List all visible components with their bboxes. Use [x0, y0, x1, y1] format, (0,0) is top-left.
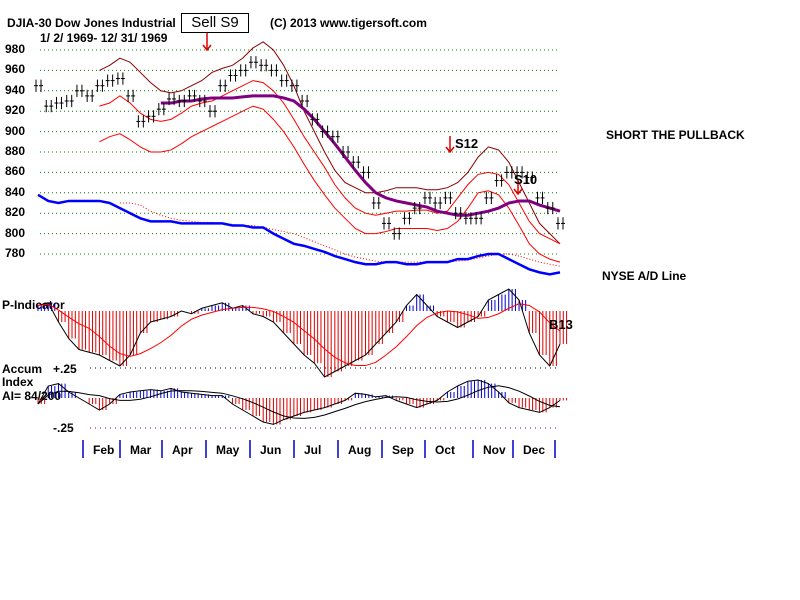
sell-s9-arrow-head — [202, 44, 212, 52]
chart-title: DJIA-30 Dow Jones Industrial — [7, 16, 176, 30]
copyright-text: (C) 2013 www.tigersoft.com — [270, 16, 427, 30]
y-tick-label: 800 — [5, 225, 26, 240]
nyse-ad-line-label: NYSE A/D Line — [602, 269, 687, 283]
month-label: Jun — [260, 443, 282, 457]
date-range: 1/ 2/ 1969- 12/ 31/ 1969 — [40, 31, 168, 45]
upper-band-line — [99, 80, 561, 245]
p-indicator-outline — [37, 288, 561, 378]
y-tick-label: 860 — [5, 164, 26, 179]
p-indicator-label: P-Indicator — [2, 298, 65, 312]
p-indicator-ma-line — [37, 303, 561, 367]
y-tick-label: 920 — [5, 103, 26, 118]
index-label: Index — [2, 375, 34, 389]
s12-signal-label: S12 — [455, 136, 479, 151]
accum-index-outline — [37, 379, 561, 425]
month-label: Mar — [130, 443, 152, 457]
month-label: Jul — [304, 443, 322, 457]
b13-signal-label: B13 — [549, 317, 573, 332]
accum-plus-label: +.25 — [53, 362, 77, 376]
accum-index-ma-line — [37, 385, 561, 419]
lower-band-line — [99, 105, 561, 263]
s12-arrow-head — [445, 146, 455, 154]
month-label: Feb — [93, 443, 115, 457]
accum-label: Accum — [2, 362, 43, 376]
upper-band-outer-line — [99, 41, 561, 245]
y-tick-label: 960 — [5, 62, 26, 77]
month-label: Nov — [483, 443, 506, 457]
nyse-ad-line — [37, 193, 561, 276]
accum-minus-label: -.25 — [53, 421, 74, 435]
y-tick-label: 980 — [5, 42, 26, 56]
month-label: Oct — [435, 443, 456, 457]
y-tick-label: 940 — [5, 82, 26, 97]
signal-badge: Sell S9 — [181, 13, 249, 33]
month-label: Aug — [348, 443, 372, 457]
ai-value-label: AI= 84/200 — [2, 389, 62, 403]
y-tick-label: 780 — [5, 246, 26, 260]
y-tick-label: 900 — [5, 123, 26, 138]
s10-arrow-head — [513, 188, 523, 196]
s10-signal-label: S10 — [514, 172, 538, 187]
month-label: Apr — [172, 443, 193, 457]
y-tick-label: 880 — [5, 144, 26, 158]
y-tick-label: 840 — [5, 184, 26, 199]
month-label: Dec — [523, 443, 546, 457]
moving-average-line — [160, 94, 561, 217]
y-tick-label: 820 — [5, 205, 26, 220]
month-label: Sep — [392, 443, 415, 457]
short-the-pullback-label: SHORT THE PULLBACK — [606, 128, 745, 142]
month-label: May — [216, 443, 240, 457]
